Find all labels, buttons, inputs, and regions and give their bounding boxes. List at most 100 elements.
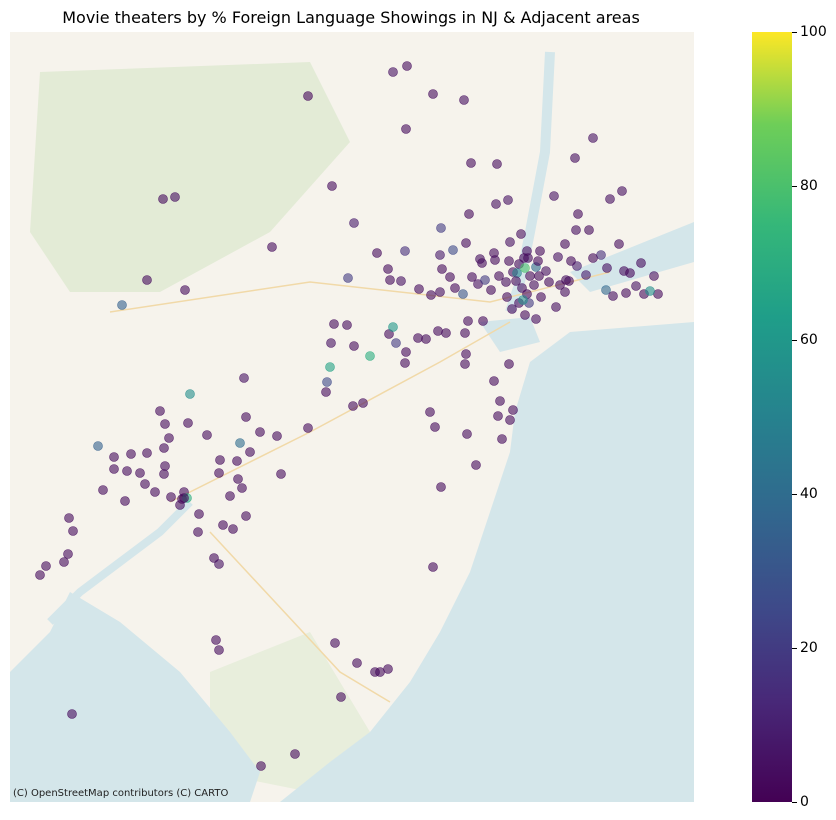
theater-marker[interactable] [478,316,488,326]
theater-marker[interactable] [435,287,445,297]
theater-marker[interactable] [492,159,502,169]
theater-marker[interactable] [158,194,168,204]
theater-marker[interactable] [551,302,561,312]
theater-marker[interactable] [245,447,255,457]
theater-marker[interactable] [533,256,543,266]
theater-marker[interactable] [327,181,337,191]
theater-marker[interactable] [541,266,551,276]
theater-marker[interactable] [477,258,487,268]
theater-marker[interactable] [303,423,313,433]
theater-marker[interactable] [495,396,505,406]
theater-marker[interactable] [584,225,594,235]
theater-marker[interactable] [400,358,410,368]
theater-marker[interactable] [218,520,228,530]
theater-marker[interactable] [215,455,225,465]
theater-marker[interactable] [428,562,438,572]
theater-marker[interactable] [401,347,411,357]
theater-marker[interactable] [466,158,476,168]
theater-marker[interactable] [358,398,368,408]
theater-marker[interactable] [571,225,581,235]
theater-marker[interactable] [467,272,477,282]
theater-marker[interactable] [150,487,160,497]
map-view[interactable] [10,32,694,802]
theater-marker[interactable] [645,286,655,296]
theater-marker[interactable] [544,277,554,287]
theater-marker[interactable] [636,258,646,268]
theater-marker[interactable] [555,280,565,290]
theater-marker[interactable] [631,281,641,291]
theater-marker[interactable] [588,133,598,143]
theater-marker[interactable] [117,300,127,310]
theater-marker[interactable] [435,250,445,260]
theater-marker[interactable] [68,526,78,536]
theater-marker[interactable] [343,273,353,283]
theater-marker[interactable] [232,456,242,466]
theater-marker[interactable] [463,316,473,326]
theater-marker[interactable] [170,192,180,202]
theater-marker[interactable] [614,239,624,249]
theater-marker[interactable] [180,285,190,295]
theater-marker[interactable] [321,387,331,397]
theater-marker[interactable] [486,285,496,295]
theater-marker[interactable] [625,268,635,278]
theater-marker[interactable] [516,229,526,239]
theater-marker[interactable] [471,460,481,470]
theater-marker[interactable] [490,255,500,265]
theater-marker[interactable] [460,359,470,369]
theater-marker[interactable] [256,761,266,771]
theater-marker[interactable] [430,422,440,432]
theater-marker[interactable] [433,326,443,336]
theater-marker[interactable] [491,199,501,209]
theater-marker[interactable] [511,276,521,286]
theater-marker[interactable] [441,328,451,338]
theater-marker[interactable] [570,153,580,163]
theater-marker[interactable] [505,415,515,425]
theater-marker[interactable] [272,431,282,441]
theater-marker[interactable] [325,362,335,372]
theater-marker[interactable] [402,61,412,71]
theater-marker[interactable] [534,271,544,281]
theater-marker[interactable] [448,245,458,255]
theater-marker[interactable] [518,295,528,305]
theater-marker[interactable] [536,292,546,302]
theater-marker[interactable] [93,441,103,451]
theater-marker[interactable] [445,272,455,282]
theater-marker[interactable] [529,280,539,290]
theater-marker[interactable] [303,91,313,101]
theater-marker[interactable] [375,667,385,677]
theater-marker[interactable] [225,491,235,501]
theater-marker[interactable] [459,95,469,105]
theater-marker[interactable] [425,407,435,417]
theater-marker[interactable] [464,209,474,219]
theater-marker[interactable] [233,474,243,484]
theater-marker[interactable] [504,256,514,266]
theater-marker[interactable] [126,449,136,459]
theater-marker[interactable] [41,561,51,571]
theater-marker[interactable] [388,67,398,77]
theater-marker[interactable] [414,284,424,294]
theater-marker[interactable] [228,524,238,534]
theater-marker[interactable] [98,485,108,495]
theater-marker[interactable] [493,411,503,421]
theater-marker[interactable] [502,292,512,302]
theater-marker[interactable] [523,253,533,263]
theater-marker[interactable] [135,468,145,478]
theater-marker[interactable] [63,549,73,559]
theater-marker[interactable] [383,664,393,674]
theater-marker[interactable] [159,469,169,479]
theater-marker[interactable] [400,246,410,256]
theater-marker[interactable] [155,406,165,416]
theater-marker[interactable] [109,452,119,462]
theater-marker[interactable] [531,314,541,324]
theater-marker[interactable] [159,443,169,453]
theater-marker[interactable] [352,658,362,668]
theater-marker[interactable] [239,373,249,383]
theater-marker[interactable] [450,283,460,293]
theater-marker[interactable] [605,194,615,204]
theater-marker[interactable] [494,271,504,281]
theater-marker[interactable] [348,401,358,411]
theater-marker[interactable] [235,438,245,448]
theater-marker[interactable] [214,468,224,478]
theater-marker[interactable] [608,291,618,301]
theater-marker[interactable] [602,263,612,273]
